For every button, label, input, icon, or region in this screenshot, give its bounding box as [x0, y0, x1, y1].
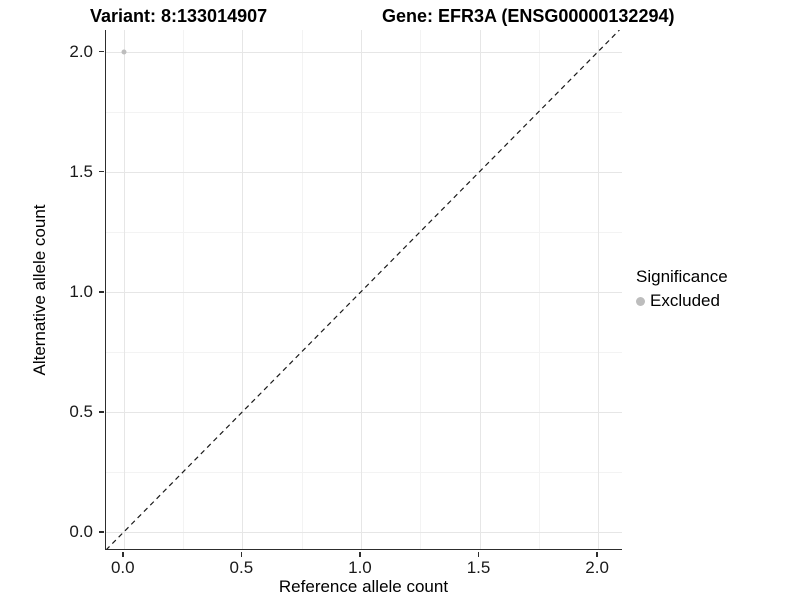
x-tick-label: 2.0	[585, 558, 609, 577]
y-tick-mark	[98, 531, 104, 533]
data-point	[121, 49, 127, 55]
gridline-major-h	[106, 171, 622, 173]
gridline-major-h	[106, 411, 622, 413]
legend: Significance Excluded	[636, 267, 728, 311]
legend-entry-excluded: Excluded	[636, 291, 728, 311]
excluded-dot-icon	[636, 296, 645, 306]
y-tick-mark	[98, 50, 104, 53]
gridline-minor-v	[183, 30, 185, 549]
x-tick-label: 1.5	[466, 558, 491, 577]
x-tick-label: 1.0	[348, 558, 372, 577]
plot-panel	[105, 30, 622, 550]
y-tick-mark	[98, 291, 104, 293]
gridline-minor-v	[538, 30, 540, 549]
gridline-major-v	[123, 30, 125, 549]
x-tick-label: 0.0	[110, 558, 135, 577]
x-axis-title: Reference allele count	[278, 577, 449, 596]
gridline-major-h	[106, 531, 622, 533]
gridline-major-h	[106, 51, 622, 53]
x-tick-mark	[359, 551, 361, 557]
x-tick-mark	[477, 551, 480, 557]
y-tick-mark	[98, 411, 104, 413]
x-tick-label: 0.5	[229, 558, 254, 577]
legend-title: Significance	[636, 267, 728, 286]
gridline-minor-h	[106, 111, 622, 113]
variant-title: Variant: 8:133014907	[90, 6, 268, 26]
gridline-major-v	[242, 30, 244, 549]
gridline-minor-h	[106, 231, 622, 233]
x-tick-mark	[240, 551, 243, 557]
gridline-minor-v	[420, 30, 422, 549]
y-tick-label: 1.5	[69, 161, 93, 181]
y-axis-title: Alternative allele count	[30, 204, 49, 376]
gridline-major-h	[106, 291, 622, 293]
y-tick-label: 0.5	[69, 401, 93, 421]
gridline-minor-v	[301, 30, 303, 549]
legend-entry-label: Excluded	[650, 291, 720, 310]
identity-line	[106, 30, 620, 549]
y-tick-label: 1.0	[69, 281, 93, 301]
y-tick-mark	[98, 170, 104, 173]
x-tick-mark	[596, 551, 598, 557]
x-tick-mark	[122, 551, 124, 557]
gridline-major-v	[479, 30, 481, 549]
y-tick-label: 2.0	[69, 41, 93, 61]
gridline-major-v	[598, 30, 600, 549]
gridline-minor-h	[106, 471, 622, 473]
gridline-minor-h	[106, 351, 622, 353]
gridline-major-v	[360, 30, 362, 549]
gene-title: Gene: EFR3A (ENSG00000132294)	[382, 6, 675, 26]
y-tick-label: 0.0	[69, 521, 93, 541]
